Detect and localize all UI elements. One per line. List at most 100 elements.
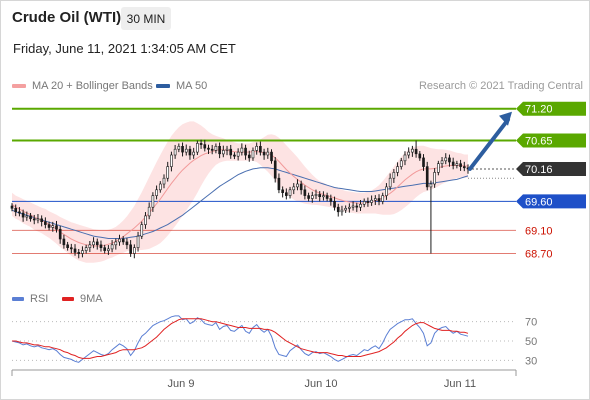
- candle-body: [29, 215, 32, 220]
- candle-body: [73, 248, 77, 253]
- candle-body: [118, 238, 121, 243]
- candle-body: [403, 154, 407, 162]
- candle-body: [251, 150, 255, 159]
- candle-body: [333, 201, 336, 208]
- legend-ma50-swatch: [156, 84, 170, 88]
- candle-body: [451, 161, 455, 166]
- level-label-70.16: 70.16: [525, 164, 553, 176]
- candle-body: [310, 195, 314, 199]
- candle-body: [170, 154, 173, 167]
- candle-body: [362, 201, 366, 205]
- level-label-69.10: 69.10: [525, 225, 553, 237]
- candle-body: [266, 151, 270, 156]
- candle-body: [62, 238, 66, 246]
- candle-body: [14, 208, 18, 213]
- candle-body: [407, 151, 411, 156]
- legend-ma50: MA 50: [156, 80, 207, 92]
- timeframe-button[interactable]: 30 MIN: [121, 7, 171, 30]
- legend-9ma: 9MA: [62, 293, 103, 305]
- candle-body: [285, 192, 288, 196]
- candle-body: [84, 247, 88, 251]
- candle-body: [429, 183, 433, 188]
- candle-body: [411, 148, 414, 153]
- candle-body: [373, 198, 377, 201]
- candle-body: [233, 154, 236, 157]
- candle-body: [414, 148, 418, 155]
- candle-body: [199, 143, 203, 145]
- candle-body: [66, 244, 69, 249]
- candle-body: [103, 247, 107, 251]
- legend-ma50-label: MA 50: [176, 80, 208, 92]
- candle-body: [396, 166, 399, 173]
- candle-body: [107, 248, 110, 251]
- candle-body: [259, 146, 262, 153]
- candle-body: [77, 252, 81, 254]
- bollinger-band: [12, 121, 468, 263]
- candle-body: [348, 206, 351, 209]
- candle-body: [129, 244, 132, 254]
- candle-body: [70, 247, 73, 250]
- candle-body: [136, 235, 140, 249]
- candle-body: [296, 183, 299, 188]
- candle-body: [392, 172, 396, 179]
- rsi-tick-70: 70: [525, 317, 537, 329]
- candle-body: [236, 151, 240, 157]
- candle-body: [307, 195, 310, 199]
- legend-9ma-swatch: [62, 297, 74, 301]
- candle-body: [340, 209, 344, 213]
- candle-body: [247, 154, 251, 159]
- level-label-70.65: 70.65: [525, 136, 553, 148]
- legend-ma20-swatch: [12, 84, 26, 88]
- legend-ma20-bollinger: MA 20 + Bollinger Bands: [12, 80, 153, 92]
- candle-body: [388, 177, 392, 188]
- candle-body: [370, 199, 373, 203]
- timestamp: Friday, June 11, 2021 1:34:05 AM CET: [13, 41, 236, 56]
- candle-body: [44, 221, 47, 225]
- candle-body: [184, 148, 188, 153]
- candle-body: [173, 148, 177, 156]
- candle-body: [10, 205, 14, 209]
- x-tick-label: Jun 11: [444, 378, 476, 390]
- candle-body: [207, 147, 210, 150]
- candle-body: [133, 247, 136, 254]
- level-label-box-69.60: [516, 194, 586, 209]
- candle-body: [336, 206, 340, 213]
- ma20-line: [11, 149, 468, 247]
- candle-body: [222, 150, 225, 155]
- candle-body: [303, 189, 307, 196]
- rsi-ma-line: [12, 318, 469, 359]
- candle-body: [47, 224, 51, 228]
- candle-body: [318, 194, 322, 197]
- candle-body: [88, 244, 92, 249]
- candle-body: [203, 144, 207, 149]
- candle-body: [114, 241, 118, 246]
- candle-body: [240, 147, 244, 153]
- candle-body: [351, 205, 355, 208]
- candle-body: [277, 177, 281, 191]
- legend-rsi-swatch: [12, 297, 24, 301]
- forecast-arrow-shaft: [468, 117, 510, 171]
- candle-body: [188, 148, 192, 156]
- candle-body: [299, 183, 303, 191]
- level-label-box-71.20: [516, 101, 586, 116]
- candle-body: [140, 224, 144, 237]
- candle-body: [270, 151, 273, 162]
- level-label-71.20: 71.20: [525, 104, 553, 116]
- candle-body: [359, 204, 362, 208]
- candle-body: [144, 215, 147, 225]
- candle-body: [399, 160, 403, 167]
- candle-body: [322, 195, 325, 198]
- candle-body: [155, 189, 158, 196]
- candle-body: [425, 166, 429, 188]
- candle-body: [158, 183, 162, 191]
- candle-body: [325, 195, 329, 199]
- candle-body: [21, 212, 25, 218]
- candle-body: [40, 218, 43, 223]
- candle-body: [455, 163, 459, 166]
- level-label-68.70: 68.70: [525, 249, 553, 261]
- candle-body: [214, 146, 218, 151]
- candle-body: [177, 146, 181, 150]
- candle-body: [344, 208, 347, 211]
- legend-9ma-label: 9MA: [80, 293, 103, 305]
